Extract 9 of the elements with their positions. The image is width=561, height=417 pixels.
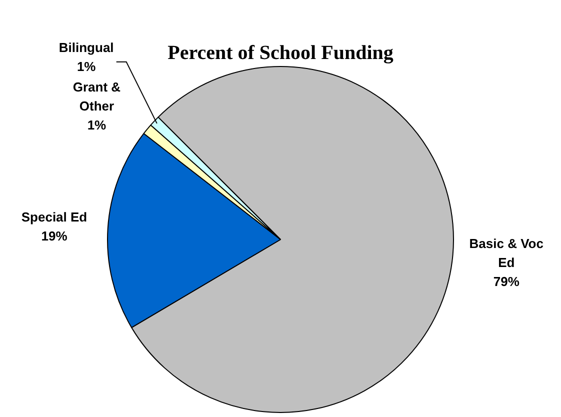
data-label: 1%: [76, 58, 96, 74]
data-label: 1%: [87, 118, 107, 133]
slice-label: Special Ed: [21, 209, 88, 224]
slice-label: Basic & Voc Ed: [469, 236, 544, 270]
chart-title: Percent of School Funding: [168, 42, 394, 64]
slice-label: Bilingual: [58, 40, 114, 55]
slice-label: Grant & Other: [72, 80, 121, 114]
data-label: 79%: [493, 274, 520, 289]
data-label: 19%: [41, 228, 68, 244]
